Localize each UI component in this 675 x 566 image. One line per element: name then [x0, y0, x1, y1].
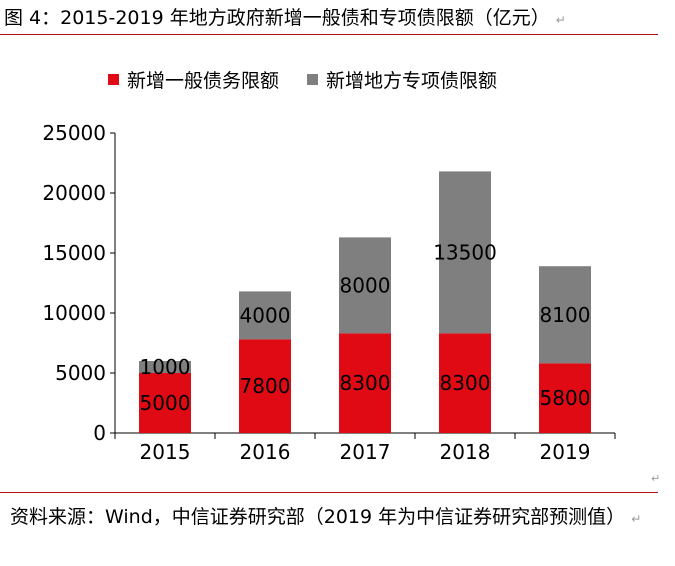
- bar-special-2017: [339, 237, 391, 334]
- data-label-general-2018: 8300: [440, 371, 491, 395]
- data-label-general-2015: 5000: [140, 391, 191, 415]
- y-tick-label: 20000: [42, 181, 106, 205]
- x-tick-label: 2017: [340, 440, 391, 464]
- bar-general-2018: [439, 333, 491, 433]
- stacked-bar-chart: 0 5000 10000 15000 20000 25000 5000 1000 2015 780…: [42, 121, 616, 464]
- data-label-special-2017: 8000: [340, 273, 391, 297]
- legend-swatch-gray: [307, 74, 319, 85]
- paragraph-mark-icon: ↵: [651, 472, 661, 485]
- data-label-general-2017: 8300: [340, 371, 391, 395]
- data-label-special-2019: 8100: [540, 303, 591, 327]
- y-tick-label: 5000: [55, 361, 106, 385]
- bar-special-2018: [439, 171, 491, 334]
- data-label-special-2016: 4000: [240, 303, 291, 327]
- source-divider: [0, 492, 658, 493]
- legend-item-general-debt: 新增一般债务限额: [108, 66, 279, 93]
- bar-general-2015: [139, 373, 191, 433]
- chart-legend: 新增一般债务限额 新增地方专项债限额: [108, 66, 525, 93]
- bar-special-2016: [239, 291, 291, 340]
- y-tick-label: 10000: [42, 301, 106, 325]
- bar-general-2017: [339, 333, 391, 433]
- title-divider: [0, 34, 658, 35]
- bar-special-2019: [539, 266, 591, 364]
- y-tick-label: 0: [93, 421, 106, 445]
- x-tick-label: 2016: [240, 440, 291, 464]
- data-label-special-2018: 13500: [433, 240, 497, 264]
- legend-item-special-debt: 新增地方专项债限额: [307, 66, 497, 93]
- data-label-special-2015: 1000: [140, 355, 191, 379]
- x-tick-label: 2019: [540, 440, 591, 464]
- y-tick-label: 15000: [42, 241, 106, 265]
- paragraph-mark-icon: ↵: [555, 13, 566, 27]
- data-label-general-2019: 5800: [540, 386, 591, 410]
- source-note: 资料来源：Wind，中信证券研究部（2019 年为中信证券研究部预测值） ↵: [10, 506, 642, 528]
- bar-general-2019: [539, 363, 591, 433]
- bar-special-2015: [139, 361, 191, 373]
- legend-label-general-debt: 新增一般债务限额: [127, 70, 280, 92]
- x-tick-label: 2018: [440, 440, 491, 464]
- paragraph-mark-icon: ↵: [631, 512, 642, 526]
- x-tick-label: 2015: [140, 440, 191, 464]
- y-tick-label: 25000: [42, 121, 106, 145]
- figure-title: 图 4：2015-2019 年地方政府新增一般债和专项债限额（亿元） ↵: [4, 7, 566, 29]
- legend-swatch-red: [108, 74, 119, 85]
- bar-general-2016: [239, 339, 291, 433]
- legend-label-special-debt: 新增地方专项债限额: [326, 70, 498, 92]
- data-label-general-2016: 7800: [240, 374, 291, 398]
